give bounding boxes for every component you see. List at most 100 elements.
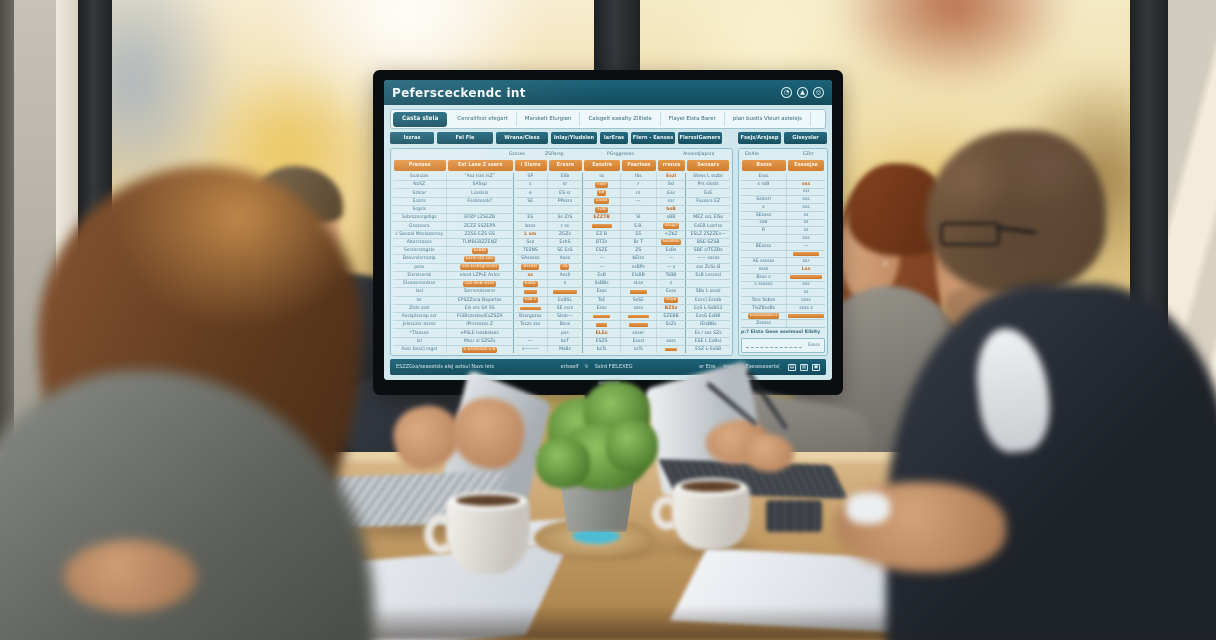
- panel-cell[interactable]: ss: [803, 220, 809, 226]
- table-cell[interactable]: ESLZ ZSZZEs—: [690, 231, 726, 237]
- table-cell[interactable]: ✓: [621, 181, 657, 189]
- table-cell[interactable]: —: [583, 263, 621, 271]
- table-cell[interactable]: Jslssszsr aszss: [393, 321, 447, 329]
- panel-cell[interactable]: ss: [803, 228, 809, 234]
- panel-cell[interactable]: [787, 173, 825, 180]
- table-cell[interactable]: Ssrserszsgsls: [393, 247, 447, 255]
- panel-cell[interactable]: sss: [787, 181, 825, 188]
- panel-cell[interactable]: AE ssssss: [741, 258, 787, 265]
- table-row[interactable]: Elsrslssrsk elssd LZPsE Aslcs ss Assll EsB El…: [393, 271, 730, 281]
- table-cell[interactable]: SE: [514, 197, 548, 205]
- table-row[interactable]: Srgsls FZB bsB: [393, 205, 730, 215]
- table-cell[interactable]: S.B.: [621, 222, 657, 230]
- table-cell[interactable]: —: [621, 197, 657, 205]
- table-cell[interactable]: [548, 205, 584, 214]
- table-cell[interactable]: EsBSL: [548, 296, 584, 304]
- table-cell[interactable]: EsB: [583, 271, 621, 280]
- tab-5[interactable]: Flayel Elsta Barer: [661, 112, 725, 126]
- table-cell[interactable]: —: [657, 255, 687, 263]
- table-cell[interactable]: BSE-SZSB: [696, 239, 720, 245]
- column-button-2[interactable]: Fel Fle: [437, 132, 493, 144]
- table-cell[interactable]: SsBBl: [447, 247, 514, 255]
- table-cell[interactable]: Zlsls zssl: [393, 304, 447, 312]
- table-cell[interactable]: L sm: [514, 230, 548, 238]
- orange-header-3[interactable]: i Slems: [514, 160, 547, 171]
- table-cell[interactable]: EsB Lsssssl: [695, 272, 722, 278]
- panel-cell[interactable]: sss: [802, 235, 810, 241]
- panel-cell[interactable]: [787, 313, 825, 320]
- table-cell[interactable]: EPZP LZSEZB: [447, 214, 514, 222]
- panel-row[interactable]: ssB ss: [741, 219, 825, 228]
- orange-header-7[interactable]: rrenze: [657, 160, 686, 171]
- panel-cell[interactable]: [741, 188, 787, 196]
- table-cell[interactable]: [447, 205, 514, 214]
- panel-footer-box[interactable]: Essss: [741, 338, 825, 353]
- table-cell[interactable]: [621, 321, 657, 329]
- table-cell[interactable]: [548, 288, 584, 296]
- table-cell[interactable]: PPssrs: [548, 197, 584, 205]
- table-cell[interactable]: Sss ElsBrgrssses: [447, 263, 514, 271]
- save-icon[interactable]: ▣: [812, 363, 820, 371]
- table-row[interactable]: Ssrserszsgsls SsBBl 7ESNS SE EsS ESZE ZS EsBs S…: [393, 247, 730, 256]
- table-cell[interactable]: ESE L EsBs): [694, 338, 722, 344]
- table-cell[interactable]: —: [514, 337, 548, 345]
- table-cell[interactable]: Esss: [583, 304, 621, 312]
- panel-row[interactable]: s ssB sss: [741, 180, 825, 189]
- orange-header-4[interactable]: Erssre: [548, 160, 583, 171]
- table-row[interactable]: *Tlsasse ePSLE lsssbslses pss ELEs ssser Es /…: [393, 329, 730, 338]
- table-cell[interactable]: s Sanzal Msslazsrnsy: [393, 230, 447, 238]
- table-cell[interactable]: Elsassrssnlsss: [393, 280, 447, 288]
- table-cell[interactable]: SE EsS: [548, 247, 584, 255]
- panel-cell[interactable]: s ssB: [741, 180, 787, 188]
- table-row[interactable]: Asszplssrap ssr FGBlszssles/EsZSZA Bssrgsz…: [393, 312, 730, 322]
- table-row[interactable]: psss Sss ElsBrgrssses BssBsl sS — ssBPs — s sss…: [393, 263, 730, 272]
- table-cell[interactable]: [686, 206, 730, 213]
- table-cell[interactable]: FGBlszssles/EsZSZA: [447, 312, 514, 321]
- table-cell[interactable]: Ess: [657, 189, 687, 197]
- column-button-4[interactable]: Inlay/Yludslen: [551, 132, 597, 144]
- panel-cell[interactable]: [741, 250, 787, 258]
- table-cell[interactable]: elssd LZPsE Aslcs: [447, 271, 514, 280]
- table-cell[interactable]: sss ZsSs B: [696, 264, 721, 270]
- table-cell[interactable]: ESSB: [583, 197, 621, 205]
- table-cell[interactable]: EZ B: [583, 230, 621, 238]
- panel-row[interactable]: AE ssssss ssr: [741, 258, 825, 266]
- table-cell[interactable]: bsB: [657, 205, 687, 214]
- table-cell[interactable]: [514, 304, 548, 312]
- table-cell[interactable]: SE ssrs: [548, 304, 584, 312]
- table-cell[interactable]: ESZE: [583, 247, 621, 255]
- panel-cell[interactable]: [787, 251, 825, 258]
- orange-header-5[interactable]: Easslre: [584, 160, 620, 171]
- panel-row[interactable]: ssl: [741, 188, 825, 197]
- table-cell[interactable]: sASB: [657, 296, 687, 304]
- table-cell[interactable]: Bssrgszss: [514, 312, 548, 321]
- table-cell[interactable]: EssG EsBB: [696, 314, 721, 320]
- panel-cell[interactable]: Bsss s: [741, 273, 787, 281]
- table-cell[interactable]: 7ESNS: [514, 247, 548, 255]
- table-row[interactable]: lssl Ssrrsrsssssrsr Esss Esss SBs L ssssl: [393, 288, 730, 297]
- panel-cell[interactable]: TlsZBssBs: [741, 304, 787, 312]
- table-cell[interactable]: ssr: [657, 197, 687, 205]
- panel-row[interactable]: ssss Lss: [741, 266, 825, 274]
- panel-cell[interactable]: sss: [802, 282, 810, 288]
- table-cell[interactable]: ESZ L-SsSB: [695, 347, 722, 353]
- table-cell[interactable]: Ssrrsrsssssrsr: [447, 288, 514, 296]
- table-cell[interactable]: Aberrszass: [393, 238, 447, 247]
- table-cell[interactable]: Br T: [621, 238, 657, 247]
- table-cell[interactable]: ESb: [548, 173, 584, 181]
- table-cell[interactable]: lsl: [393, 337, 447, 345]
- table-cell[interactable]: Srgsls: [393, 205, 447, 214]
- panel-cell[interactable]: [741, 289, 787, 296]
- tab-6[interactable]: plan bustls Vleurl astelejs: [725, 112, 811, 126]
- table-cell[interactable]: ESZS: [583, 337, 621, 345]
- table-cell[interactable]: SAssess: [514, 255, 548, 263]
- table-cell[interactable]: ssser: [621, 329, 657, 337]
- table-cell[interactable]: s: [548, 280, 584, 288]
- printer-icon[interactable]: ▤: [788, 363, 796, 371]
- tab-3[interactable]: Marskelt Elurgien: [517, 112, 581, 126]
- table-cell[interactable]: <ZbZ: [657, 230, 687, 238]
- column-button-1[interactable]: Iszras: [390, 132, 434, 144]
- table-row[interactable]: Elsassrssnlsss Lss elsB slsss EsBS s SsBBs sL…: [393, 280, 730, 289]
- table-cell[interactable]: rs: [621, 189, 657, 197]
- table-cell[interactable]: L Esssssszl s B: [447, 345, 514, 354]
